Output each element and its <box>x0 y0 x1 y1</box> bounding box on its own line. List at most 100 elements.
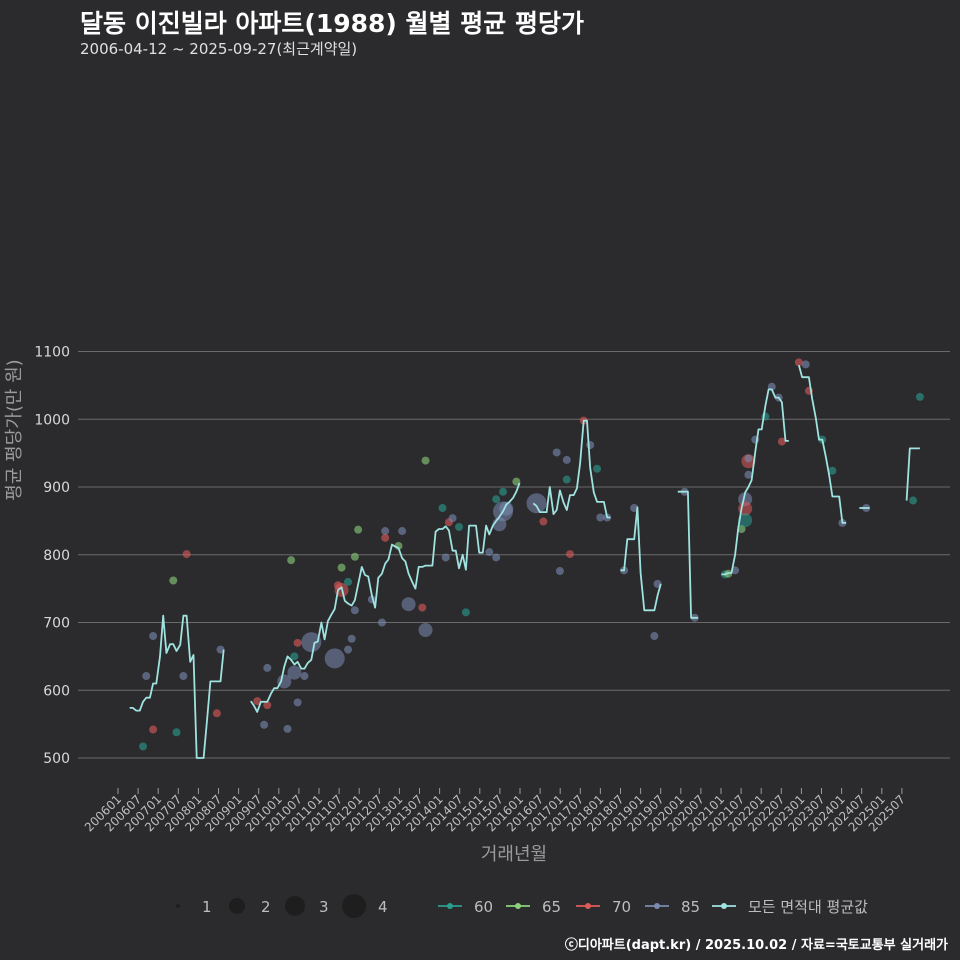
data-point <box>552 448 561 457</box>
data-point <box>179 672 188 681</box>
y-axis-ticks: 500 600 700 800 900 1000 1100 <box>34 345 70 768</box>
color-legend-label: 70 <box>612 898 631 916</box>
data-point <box>300 672 309 681</box>
data-point <box>347 634 356 643</box>
size-legend-label: 2 <box>261 898 271 916</box>
data-point <box>344 577 353 586</box>
data-point <box>526 493 547 514</box>
data-point <box>418 622 433 637</box>
data-point <box>337 563 346 572</box>
data-point <box>915 392 924 401</box>
data-point <box>377 618 386 627</box>
average-line-segment <box>620 506 662 612</box>
color-legend-marker <box>585 903 591 909</box>
data-point <box>438 504 447 513</box>
data-point <box>398 527 407 536</box>
color-legend-marker <box>515 903 521 909</box>
data-point <box>149 632 158 641</box>
average-line-segment <box>905 447 920 501</box>
x-axis-label: 거래년월 <box>481 844 547 865</box>
data-point <box>277 674 292 689</box>
color-legend-label: 65 <box>542 898 561 916</box>
data-point <box>455 522 464 531</box>
data-point <box>333 581 342 590</box>
data-point <box>492 553 501 562</box>
average-line-segment <box>250 482 521 713</box>
y-tick-label: 700 <box>43 616 70 632</box>
size-legend-label: 1 <box>202 898 212 916</box>
size-legend-marker <box>342 894 366 918</box>
data-point <box>139 742 148 751</box>
data-point <box>593 464 602 473</box>
data-point <box>324 648 345 669</box>
x-axis-ticks: 2006012006072007012007072008012008072009… <box>82 788 908 835</box>
y-tick-label: 500 <box>43 751 70 767</box>
data-point <box>461 608 470 617</box>
data-point <box>777 437 786 446</box>
size-legend-marker <box>229 898 245 914</box>
data-point <box>596 513 605 522</box>
average-line <box>129 364 920 759</box>
average-line-segment <box>798 364 847 524</box>
data-point <box>555 567 564 576</box>
data-point <box>562 475 571 484</box>
data-point <box>441 553 450 562</box>
size-legend-marker <box>285 896 305 916</box>
data-point <box>738 513 753 528</box>
y-tick-label: 600 <box>43 683 70 699</box>
data-point <box>650 632 659 641</box>
legend: 1 2 3 4 60 65 70 85 모든 면적대 평균값 <box>176 894 868 918</box>
chart-subtitle: 2006-04-12 ~ 2025-09-27(최근계약일) <box>80 40 358 58</box>
source-caption: ⓒ디아파트(dapt.kr) / 2025.10.02 / 자료=국토교통부 실… <box>564 938 948 953</box>
data-point <box>485 548 494 557</box>
data-point <box>539 517 548 526</box>
data-point <box>909 496 918 505</box>
data-point <box>283 724 292 733</box>
size-legend-label: 4 <box>378 898 388 916</box>
scatter-points <box>139 358 924 751</box>
data-point <box>293 638 302 647</box>
data-point <box>512 477 521 486</box>
data-point <box>212 709 221 718</box>
data-point <box>381 533 390 542</box>
average-line-segment <box>532 419 611 519</box>
data-point <box>381 527 390 536</box>
data-point <box>301 632 322 653</box>
size-legend-marker <box>176 904 180 908</box>
average-line-segment <box>677 490 698 619</box>
data-point <box>744 470 753 479</box>
data-point <box>169 576 178 585</box>
data-point <box>142 672 151 681</box>
y-axis-label: 평균 평당가(만 원) <box>4 359 25 500</box>
data-point <box>182 550 191 559</box>
color-legend-marker <box>447 903 453 909</box>
average-line-segment <box>129 614 225 759</box>
data-point <box>293 698 302 707</box>
color-legend-label: 85 <box>681 898 700 916</box>
y-tick-label: 1100 <box>34 345 70 361</box>
data-point <box>566 550 575 559</box>
color-legend-label: 60 <box>474 898 493 916</box>
y-tick-label: 800 <box>43 548 70 564</box>
data-point <box>149 725 158 734</box>
data-point <box>263 701 272 710</box>
data-point <box>350 552 359 561</box>
data-point <box>350 606 359 615</box>
color-legend-marker <box>721 903 727 909</box>
data-point <box>253 697 262 706</box>
data-point <box>260 720 269 729</box>
data-point <box>744 454 753 463</box>
data-point <box>499 487 508 496</box>
data-point <box>172 728 181 737</box>
y-tick-label: 1000 <box>34 412 70 428</box>
data-point <box>448 514 457 523</box>
data-point <box>794 358 803 367</box>
color-legend-marker <box>654 903 660 909</box>
color-legend-label: 모든 면적대 평균값 <box>748 898 868 916</box>
y-tick-label: 900 <box>43 480 70 496</box>
data-point <box>421 456 430 465</box>
data-point <box>418 603 427 612</box>
average-line-segment <box>721 388 789 576</box>
data-point <box>586 440 595 449</box>
